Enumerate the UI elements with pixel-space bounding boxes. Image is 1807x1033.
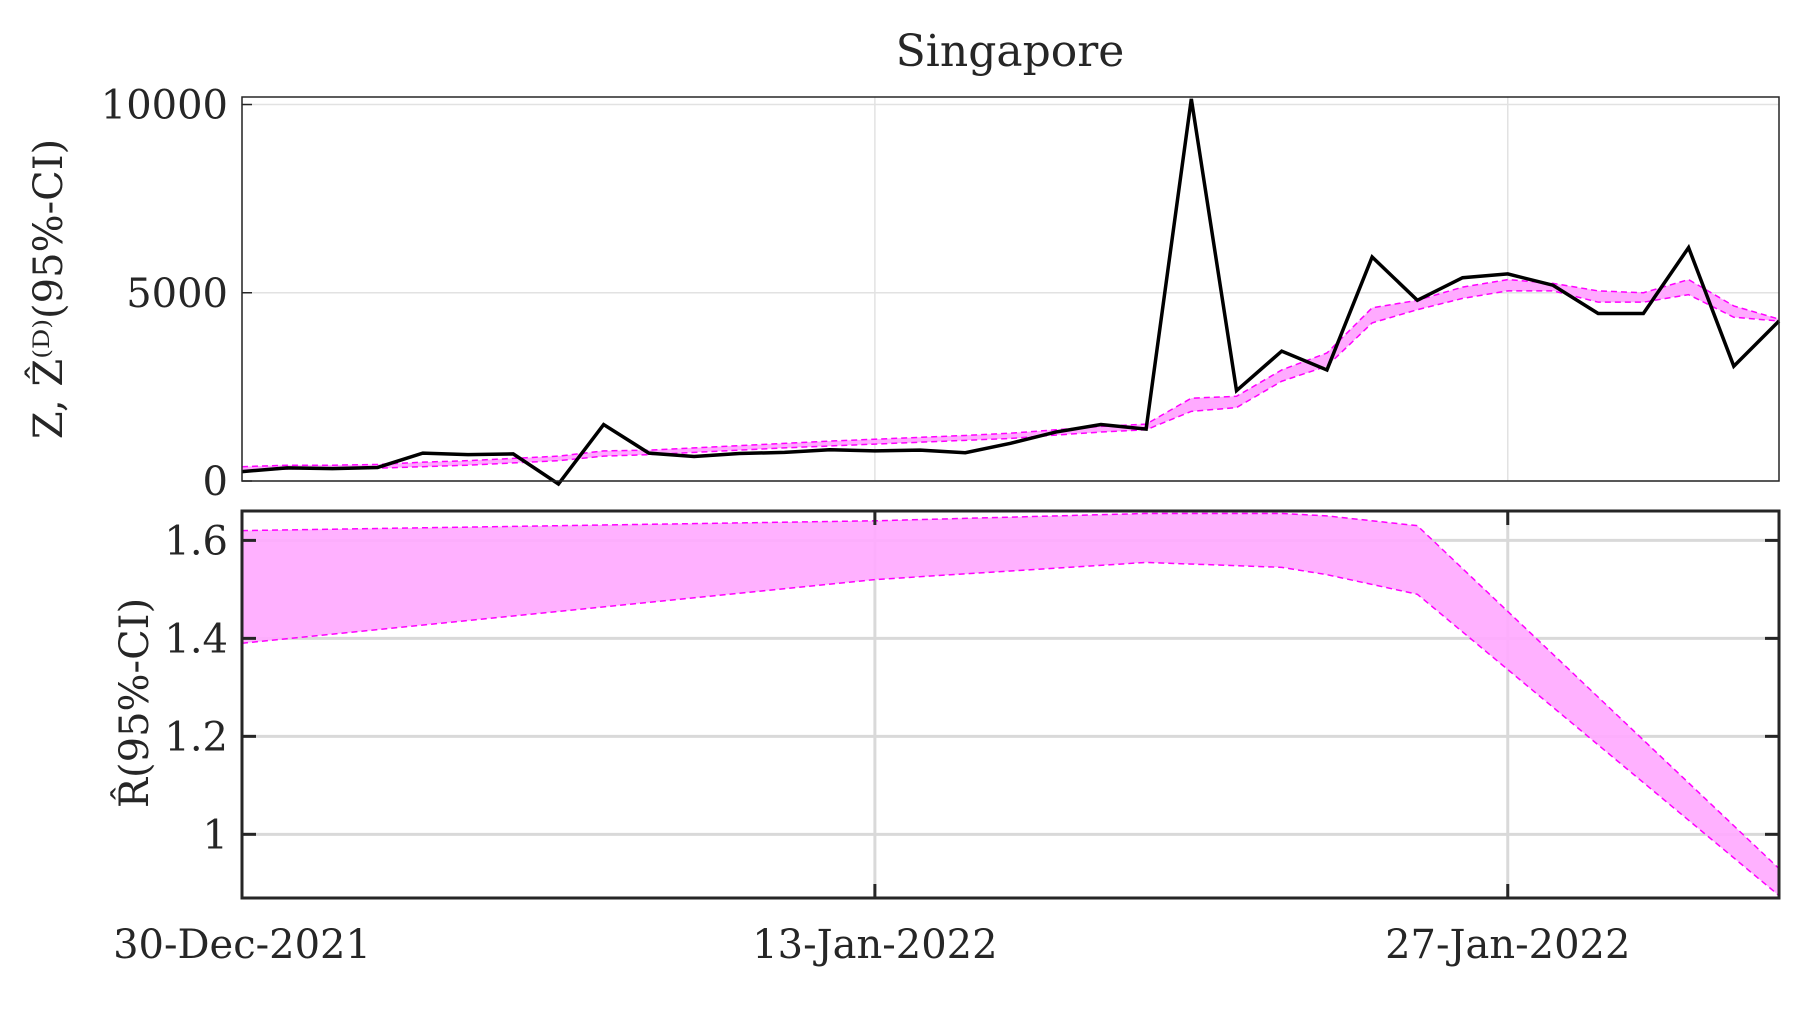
date-x-ticks: 30-Dec-2021 13-Jan-2022 27-Jan-2022 bbox=[113, 511, 1630, 968]
cases-y-tick-label: 0 bbox=[203, 459, 228, 505]
reproduction-axes-frame bbox=[240, 509, 1781, 900]
cases-observed-line bbox=[241, 98, 1781, 487]
reproduction-ci-band-fill bbox=[242, 513, 1779, 896]
reproduction-y-tick-label: 1 bbox=[203, 812, 228, 858]
cases-y-tick-label: 5000 bbox=[126, 271, 228, 317]
cases-y-axis-label: Z, Ẑ⁽ᴰ⁾(95%-CI) bbox=[25, 139, 72, 439]
cases-panel: 0 5000 10000 Singapore Z, Ẑ⁽ᴰ⁾(95%-CI) bbox=[25, 26, 1781, 505]
cases-y-ticks: 0 5000 10000 bbox=[101, 83, 252, 505]
cases-axes-frame bbox=[241, 96, 1780, 482]
reproduction-y-ticks: 1 1.2 1.4 1.6 bbox=[164, 518, 1779, 858]
reproduction-y-tick-label: 1.4 bbox=[164, 616, 228, 662]
cases-ci-band bbox=[241, 278, 1780, 473]
date-x-tick-label: 13-Jan-2022 bbox=[752, 922, 997, 968]
cases-ci-band-fill bbox=[242, 279, 1779, 472]
chart-title: Singapore bbox=[896, 26, 1125, 77]
reproduction-ci-lower-line bbox=[241, 561, 1780, 897]
date-x-tick-label: 27-Jan-2022 bbox=[1385, 922, 1630, 968]
reproduction-y-tick-label: 1.2 bbox=[164, 714, 228, 760]
cases-observed-series bbox=[241, 98, 1781, 487]
reproduction-panel: 1 1.2 1.4 1.6 30-Dec-2021 13-Jan-2022 27-Jan-… bbox=[112, 509, 1781, 968]
reproduction-y-axis-label: R̂(95%-CI) bbox=[112, 598, 158, 808]
reproduction-y-tick-label: 1.6 bbox=[164, 518, 228, 564]
date-x-tick-label: 30-Dec-2021 bbox=[113, 922, 371, 968]
cases-ci-upper-line bbox=[241, 278, 1780, 468]
cases-y-tick-label: 10000 bbox=[101, 83, 228, 129]
